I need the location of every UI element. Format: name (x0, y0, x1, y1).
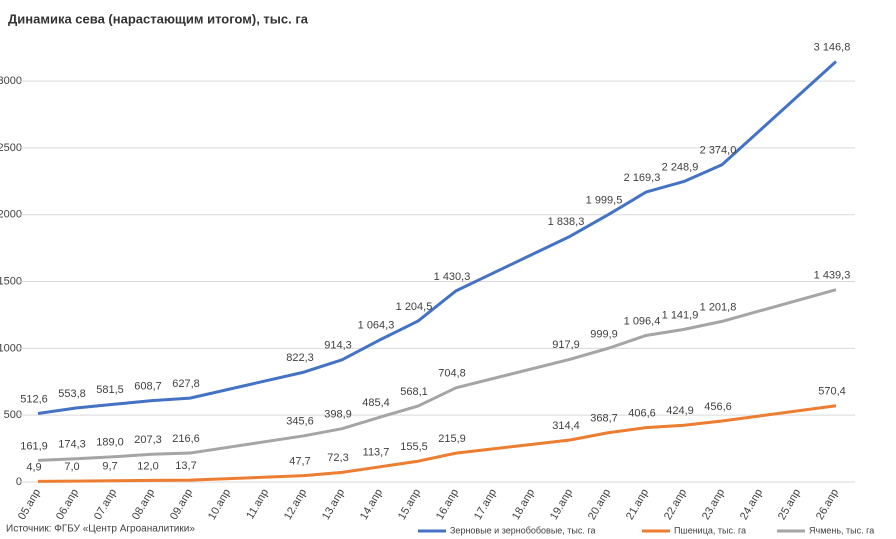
data-label: 1 439,3 (814, 270, 851, 282)
x-tick-label: 17.апр (472, 487, 499, 522)
x-tick-label: 26.апр (814, 487, 841, 522)
data-label: 207,3 (134, 434, 162, 446)
data-label: 189,0 (96, 437, 124, 449)
data-label: 570,4 (818, 386, 846, 398)
chart-title: Динамика сева (нарастающим итогом), тыс.… (8, 11, 309, 26)
data-label: 568,1 (400, 386, 428, 398)
x-tick-label: 12.апр (282, 487, 309, 522)
data-label: 113,7 (363, 447, 390, 459)
series-line (37, 404, 837, 483)
series-line (37, 60, 838, 415)
y-tick-label: 2000 (0, 209, 22, 221)
x-tick-label: 13.апр (320, 487, 347, 522)
x-tick-label: 05.апр (16, 487, 43, 522)
x-tick-label: 07.апр (92, 487, 119, 522)
source-note: Источник: ФГБУ «Центр Агроаналитики» (6, 524, 195, 535)
x-tick-label: 10.апр (206, 487, 233, 522)
x-tick-label: 09.апр (168, 487, 195, 522)
x-tick-label: 24.апр (738, 487, 765, 522)
x-tick-label: 16.апр (434, 487, 461, 522)
data-label: 2 248,9 (662, 161, 699, 173)
data-label: 4,9 (26, 461, 41, 473)
data-label: 424,9 (666, 405, 694, 417)
data-label: 485,4 (362, 397, 390, 409)
x-tick-label: 14.апр (358, 487, 385, 522)
data-label: 9,7 (102, 461, 117, 473)
y-tick-label: 3000 (0, 75, 22, 87)
data-label: 215,9 (438, 433, 466, 445)
data-label: 512,6 (20, 393, 48, 405)
x-tick-label: 15.апр (396, 487, 423, 522)
data-label: 581,5 (96, 384, 124, 396)
data-label: 608,7 (134, 381, 162, 393)
data-label: 1 064,3 (358, 320, 395, 332)
data-label: 1 096,4 (624, 315, 661, 327)
data-label: 161,9 (20, 440, 48, 452)
data-label: 553,8 (58, 388, 86, 400)
data-label: 822,3 (286, 352, 314, 364)
data-label: 345,6 (286, 416, 314, 428)
x-tick-label: 22.апр (662, 487, 689, 522)
legend-label: Ячмень, тыс. га (809, 525, 874, 535)
data-label: 47,7 (289, 456, 310, 468)
data-label: 174,3 (58, 439, 86, 451)
data-label: 155,5 (400, 441, 428, 453)
data-label: 999,9 (590, 328, 618, 340)
data-label: 914,3 (324, 340, 352, 352)
x-tick-label: 23.апр (700, 487, 727, 522)
data-label: 406,6 (628, 408, 656, 420)
data-label: 1 999,5 (586, 195, 623, 207)
y-tick-label: 1000 (0, 342, 22, 354)
data-label: 3 146,8 (814, 41, 851, 53)
x-tick-label: 25.апр (776, 487, 803, 522)
data-label: 314,4 (552, 420, 580, 432)
data-label: 456,6 (704, 401, 732, 413)
y-tick-label: 2500 (0, 142, 22, 154)
x-tick-label: 11.апр (244, 487, 271, 521)
data-label: 368,7 (590, 413, 618, 425)
data-label: 1 430,3 (434, 271, 471, 283)
data-label: 704,8 (438, 368, 466, 380)
data-label: 627,8 (172, 378, 200, 390)
x-tick-label: 18.апр (510, 487, 537, 522)
data-label: 1 201,8 (700, 301, 737, 313)
data-label: 398,9 (324, 409, 352, 421)
data-label: 216,6 (172, 433, 200, 445)
x-tick-label: 08.апр (130, 487, 157, 522)
data-label: 1 204,5 (396, 301, 433, 313)
data-label: 12,0 (137, 460, 158, 472)
x-tick-label: 21.апр (624, 487, 651, 522)
data-label: 72,3 (327, 452, 348, 464)
x-tick-label: 06.апр (54, 487, 81, 522)
x-tick-label: 20.апр (586, 487, 613, 522)
data-label: 7,0 (64, 461, 79, 473)
data-label: 917,9 (552, 339, 580, 351)
data-label: 1 141,9 (662, 309, 699, 321)
y-tick-label: 1500 (0, 275, 22, 287)
data-label: 13,7 (175, 460, 196, 472)
y-tick-label: 500 (4, 409, 22, 421)
series-line (37, 288, 837, 462)
data-label: 1 838,3 (548, 216, 585, 228)
data-label: 2 169,3 (624, 172, 661, 184)
x-tick-label: 19.апр (548, 487, 575, 522)
y-tick-label: 0 (16, 476, 22, 488)
legend-label: Пшеница, тыс. га (674, 525, 746, 535)
data-label: 2 374,0 (700, 145, 737, 157)
legend-label: Зерновые и зернобобовые, тыс. га (450, 525, 595, 535)
